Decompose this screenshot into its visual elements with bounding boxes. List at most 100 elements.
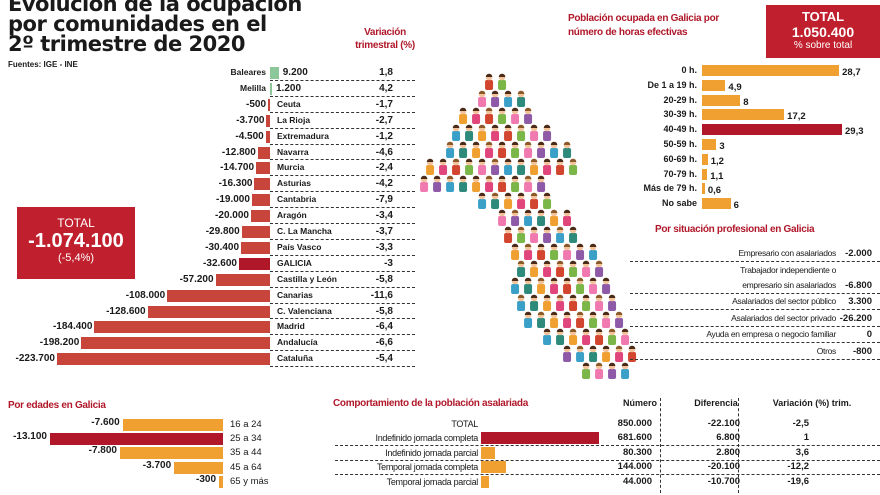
person-icon xyxy=(446,175,455,192)
bar-value-label: -184.400 xyxy=(52,321,93,333)
bar xyxy=(50,433,223,446)
bar-value-label: -3.700 xyxy=(236,114,265,126)
row-divider xyxy=(270,254,415,256)
table-row-value: -800 xyxy=(852,345,872,357)
bar-value-label: 1,2 xyxy=(710,155,724,167)
category-label: 35 a 44 xyxy=(230,447,262,459)
row-divider xyxy=(270,318,415,320)
person-icon xyxy=(537,209,546,226)
row-divider xyxy=(630,292,880,294)
category-label: 16 a 24 xyxy=(230,419,262,430)
person-icon xyxy=(524,175,533,192)
bar-value-label: -13.100 xyxy=(13,431,47,443)
table-row-label: Temporal jornada parcial xyxy=(386,476,479,487)
bar-value-label: -14.700 xyxy=(220,162,255,174)
person-icon xyxy=(621,362,630,379)
category-label: Extremadura xyxy=(277,130,329,141)
person-icon xyxy=(621,328,630,345)
person-icon xyxy=(543,226,552,243)
crowd-arrow-illustration xyxy=(420,73,637,379)
category-label: 20-29 h. xyxy=(663,94,697,105)
table-cell: -19,6 xyxy=(787,475,809,487)
person-icon xyxy=(511,141,520,158)
person-icon xyxy=(524,209,533,226)
table-row-label: Temporal jornada completa xyxy=(376,462,478,472)
category-label: 65 y más xyxy=(230,475,269,487)
bar-value-label: 9.200 xyxy=(282,67,308,78)
person-icon xyxy=(543,328,552,345)
person-icon xyxy=(595,362,604,379)
person-icon xyxy=(465,124,474,141)
person-icon xyxy=(491,124,500,141)
person-icon xyxy=(589,345,598,362)
bar xyxy=(702,124,842,136)
bar-value-label: -32.600 xyxy=(203,257,237,269)
table-cell: 44.000 xyxy=(622,475,652,487)
bar xyxy=(254,178,270,191)
person-icon xyxy=(615,311,624,328)
person-icon xyxy=(459,141,468,158)
person-icon xyxy=(589,311,598,328)
row-divider xyxy=(335,459,880,461)
person-icon xyxy=(550,277,559,294)
table-row-value: 0 xyxy=(866,329,872,340)
variation-value: -3 xyxy=(384,257,393,269)
bar-value-label: -30.400 xyxy=(205,241,240,253)
variation-value: -6,6 xyxy=(375,337,393,349)
person-icon xyxy=(582,294,591,311)
bar-value-label: 3 xyxy=(719,141,725,152)
person-icon xyxy=(582,362,591,379)
category-label: Canarias xyxy=(277,289,313,300)
person-icon xyxy=(452,124,461,141)
person-icon xyxy=(615,345,624,362)
total-label: TOTAL xyxy=(57,216,95,230)
table-row-label: Ayuda en empresa o negocio familiar xyxy=(706,329,836,339)
total-box-right: TOTAL 1.050.400 % sobre total xyxy=(766,5,880,58)
row-divider xyxy=(270,334,415,336)
category-label: Cantabria xyxy=(277,194,317,205)
bar xyxy=(219,475,223,488)
row-divider xyxy=(630,325,880,327)
person-icon xyxy=(524,277,533,294)
person-icon xyxy=(511,107,520,124)
person-icon xyxy=(504,90,513,107)
person-icon xyxy=(478,192,487,209)
person-icon xyxy=(569,328,578,345)
bar-value-label: -12.800 xyxy=(221,146,256,158)
row-divider xyxy=(270,207,415,209)
column-header: Número xyxy=(622,398,657,408)
variation-value: -5,8 xyxy=(375,305,393,317)
table-row-label: Asalariados del sector privado xyxy=(731,312,836,323)
person-icon xyxy=(498,141,507,158)
bar-value-label: -108.000 xyxy=(125,289,166,301)
category-label: 30-39 h. xyxy=(663,109,697,120)
category-label: GALICIA xyxy=(277,257,312,268)
variation-value: -5,8 xyxy=(375,273,393,285)
person-icon xyxy=(543,124,552,141)
person-icon xyxy=(556,226,565,243)
table-row-value: -2.000 xyxy=(845,248,872,259)
total-pct: (-5,4%) xyxy=(57,252,95,264)
row-divider xyxy=(270,111,415,113)
person-icon xyxy=(524,311,533,328)
person-icon xyxy=(511,175,520,192)
person-icon xyxy=(563,209,572,226)
person-icon xyxy=(517,158,526,175)
bar-value-label: -16.300 xyxy=(218,178,253,190)
row-divider xyxy=(630,261,880,262)
bar xyxy=(215,273,270,286)
row-divider xyxy=(270,143,415,145)
person-icon xyxy=(582,328,591,345)
bar xyxy=(481,475,489,488)
source-note: Fuentes: IGE - INE xyxy=(8,60,78,69)
category-label: Baleares xyxy=(230,67,266,77)
person-icon xyxy=(530,226,539,243)
person-icon xyxy=(608,362,617,379)
bar-value-label: -7.600 xyxy=(91,417,120,428)
bar-value-label: -3.700 xyxy=(142,459,172,471)
person-icon xyxy=(563,141,572,158)
person-icon xyxy=(511,209,520,226)
total-label: TOTAL xyxy=(801,9,845,24)
bar-value-label: -7.800 xyxy=(88,445,117,457)
bar-value-label: 28,7 xyxy=(842,67,861,78)
